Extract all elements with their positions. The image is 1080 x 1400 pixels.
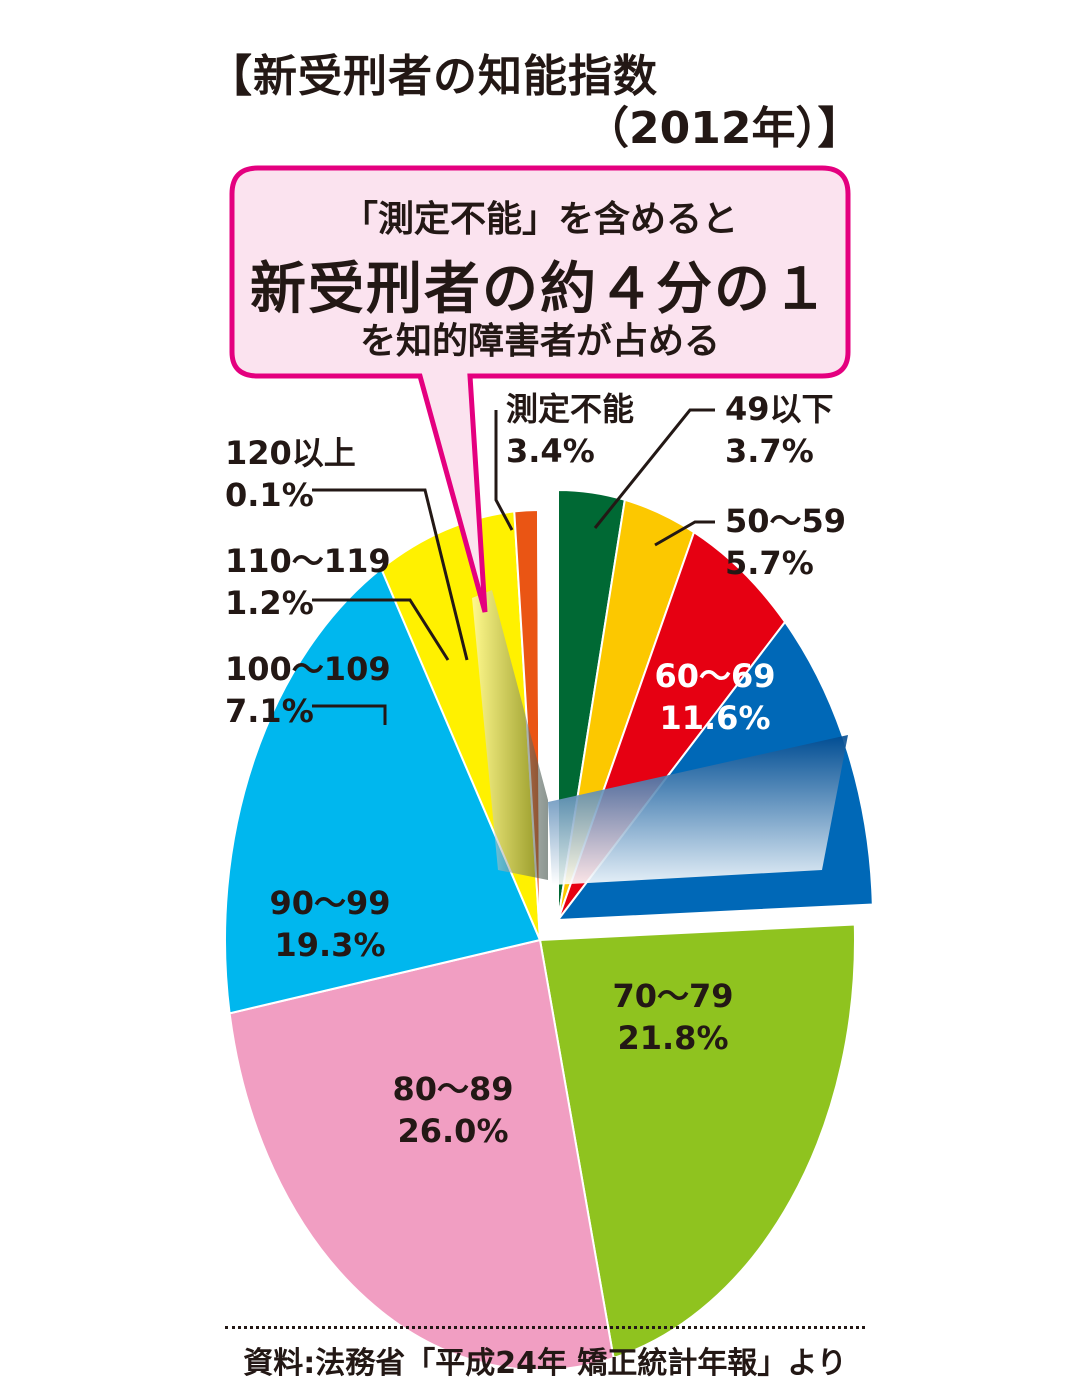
pie-slice-80-89: [228, 938, 615, 1372]
slice-value: 3.7%: [725, 432, 814, 470]
callout-line-1: 「測定不能」を含めると: [341, 199, 738, 240]
slice-category: 60〜69: [654, 657, 776, 695]
slice-category: 49以下: [725, 390, 834, 428]
slice-value: 0.1%: [225, 476, 314, 514]
leader-line-50-59: [654, 520, 715, 547]
slice-value: 1.2%: [225, 584, 314, 622]
callout-line-2: 新受刑者の約４分の１: [250, 257, 830, 322]
leader-line-100-109: [312, 704, 387, 725]
slice-label-110-119: 110〜119 1.2%: [225, 540, 391, 624]
slice-value: 26.0%: [397, 1112, 509, 1150]
slice-category: 70〜79: [612, 977, 734, 1015]
slice-label-100-109: 100〜109 7.1%: [225, 648, 391, 732]
source-divider: [225, 1326, 865, 1329]
slice-label-90-99: 90〜99 19.3%: [255, 882, 405, 966]
slice-category: 50〜59: [725, 502, 847, 540]
slice-category: 80〜89: [392, 1070, 514, 1108]
callout-bubble: [229, 165, 851, 613]
pie-slice-90-99: [224, 567, 542, 1015]
chart-title: 【新受刑者の知能指数: [208, 51, 658, 102]
slice-value: 3.4%: [506, 432, 595, 470]
slice-label-70-79: 70〜79 21.8%: [598, 975, 748, 1059]
slice-label-49: 49以下 3.7%: [725, 388, 834, 472]
slice-label-50-59: 50〜59 5.7%: [725, 500, 846, 584]
slice-value: 11.6%: [659, 699, 771, 737]
slice-label-80-89: 80〜89 26.0%: [378, 1068, 528, 1152]
slice-category: 100〜109: [225, 650, 391, 688]
leader-line-measure-impossible: [494, 410, 514, 531]
slice-value: 21.8%: [617, 1019, 729, 1057]
slice-label-60-69: 60〜69 11.6%: [640, 655, 790, 739]
leader-lines: [312, 408, 715, 725]
leader-line-120: [312, 488, 469, 661]
slice-category: 110〜119: [225, 542, 391, 580]
pie-slice-70-79: [538, 923, 856, 1360]
slice-value: 19.3%: [274, 926, 386, 964]
chart-subtitle: （2012年）】: [585, 103, 862, 154]
slice-category: 90〜99: [269, 884, 391, 922]
slice-label-120: 120以上 0.1%: [225, 432, 356, 516]
source-note: 資料:法務省「平成24年 矯正統計年報」より: [243, 1346, 847, 1381]
slice-value: 7.1%: [225, 692, 314, 730]
leader-line-49: [593, 408, 715, 529]
leader-line-110-119: [312, 598, 450, 661]
slice-value: 5.7%: [725, 544, 814, 582]
exploded-wedge-left-shadow: [472, 590, 548, 880]
slice-category: 測定不能: [506, 390, 635, 428]
slice-category: 120以上: [225, 434, 356, 472]
callout-line-3: を知的障害者が占める: [359, 321, 720, 362]
slice-label-measure-impossible: 測定不能 3.4%: [506, 388, 634, 472]
exploded-wedge-side-shadow: [548, 735, 848, 885]
